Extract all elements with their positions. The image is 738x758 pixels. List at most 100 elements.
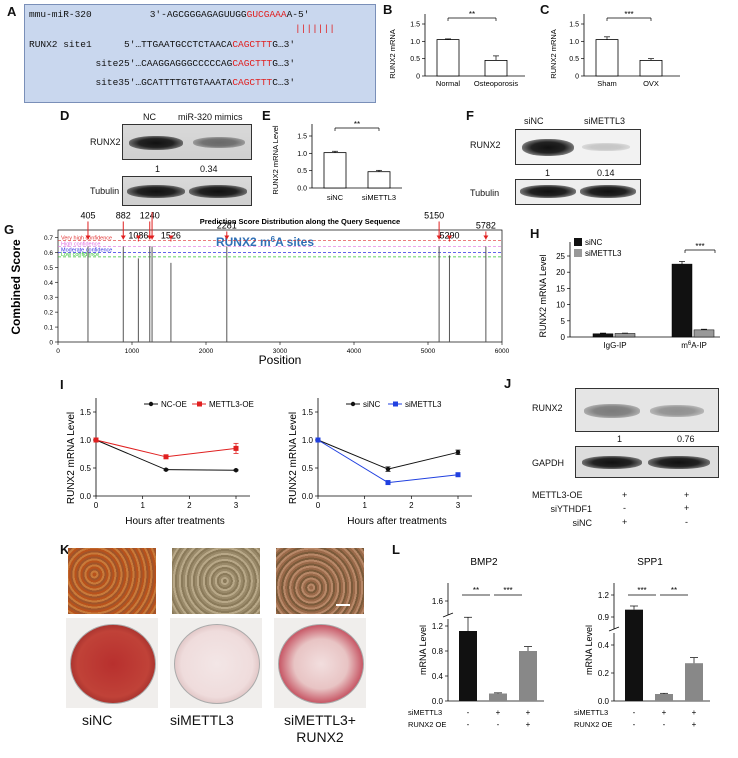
ytick-label: 0.5 — [44, 265, 53, 272]
xtick-label: 0 — [316, 501, 321, 510]
chart-c-xtick-sham: Sham — [597, 79, 617, 88]
site3-seed: CAGCTTT — [232, 77, 273, 88]
ytick-label: 0.9 — [598, 613, 610, 622]
chart-i-left: RUNX2 mRNA Level Hours after treatments … — [66, 398, 254, 527]
ytick-label: 1.0 — [80, 436, 92, 445]
site3-name: site3 — [95, 77, 124, 88]
blot-band — [580, 185, 636, 198]
site-arrowhead — [85, 235, 91, 240]
ytick-label: 20 — [556, 268, 565, 277]
panel-label-b: B — [383, 2, 393, 17]
ytick-label: 5 — [561, 317, 566, 326]
chart-i-left-ylabel: RUNX2 mRNA Level — [66, 412, 77, 504]
condition-mark: - — [633, 708, 636, 717]
chart-c: RUNX2 mRNA 0 0.5 1.0 1.5 *** Sham OVX — [549, 10, 680, 88]
panel-label-a: A — [7, 4, 17, 19]
bar-osteoporosis — [484, 60, 508, 77]
blot-j-cond1: METTL3-OE — [532, 490, 583, 500]
chart-i-left-xlabel: Hours after treatments — [125, 516, 224, 527]
panel-label-i: I — [60, 377, 64, 392]
well-sinc — [70, 624, 156, 704]
chart-h-xtick-m6a: m6A-IP — [681, 341, 707, 350]
condition-mark: - — [497, 720, 500, 729]
blot-band — [127, 185, 185, 198]
panel-label-e: E — [262, 108, 271, 123]
site-label: 405 — [80, 212, 95, 220]
blot-band — [520, 185, 576, 198]
blot-j-cond1-lane2: + — [684, 490, 690, 500]
legend-swatch-sinc — [574, 238, 582, 246]
micrograph-sinc — [68, 548, 156, 614]
axis-break — [608, 626, 620, 632]
ytick-label: 0.7 — [44, 235, 53, 242]
line-simettl3 — [317, 439, 459, 484]
ytick-label: 1.2 — [432, 622, 444, 631]
chart-i-right-xlabel: Hours after treatments — [347, 516, 446, 527]
site-label: 2281 — [217, 220, 237, 230]
chart-i-right-ylabel: RUNX2 mRNA Level — [288, 412, 299, 504]
blot-band — [582, 456, 642, 469]
blot-d-tubulin — [122, 176, 252, 206]
chart-e-xtick-sinc: siNC — [327, 193, 344, 202]
ytick-label: 1.0 — [569, 39, 579, 46]
site2-row: site25′…CAAGGAGGGCCCCCAGCAGCTTTG…3′ — [29, 58, 295, 69]
ytick-label: 0.1 — [44, 325, 53, 332]
chart-c-ylabel: RUNX2 mRNA — [549, 29, 558, 79]
data-point — [163, 454, 169, 460]
chart-g-plot-area — [57, 229, 503, 343]
micrograph-simettl3-runx2 — [276, 548, 364, 614]
site3-suffix: C…3′ — [272, 77, 296, 88]
bar-2 — [519, 651, 537, 701]
chart-b-xtick-osteoporosis: Osteoporosis — [474, 79, 518, 88]
blot-j-gapdh — [575, 446, 719, 478]
micrograph-simettl3 — [172, 548, 260, 614]
legend-label-nc-oe: NC-OE — [161, 400, 187, 409]
panel-label-j: J — [504, 376, 512, 391]
site1-suffix: G…3′ — [272, 39, 296, 50]
chart-l-bmp2-cond2: RUNX2 OE — [408, 720, 446, 729]
site-label: 1240 — [140, 212, 160, 220]
blot-d-col1: NC — [143, 112, 156, 122]
legend-swatch-simettl3 — [574, 249, 582, 257]
bar-0 — [625, 609, 643, 701]
site-arrowhead — [120, 235, 126, 240]
threshold-label: Moderate confidence — [61, 247, 112, 253]
xtick-label: 1 — [362, 501, 367, 510]
site-arrowhead — [135, 235, 141, 240]
mirna-name: mmu-miR-320 — [29, 9, 92, 20]
blot-f-val1: 1 — [545, 168, 551, 178]
bar-2 — [685, 663, 703, 701]
ytick-label: 0.4 — [432, 672, 444, 681]
threshold-label: High confidence — [61, 241, 100, 247]
blot-f-col1: siNC — [524, 116, 544, 126]
site2-prefix: 5′…CAAGGAGGGCCCCCAG — [124, 58, 233, 69]
chart-g: Prediction Score Distribution along the … — [9, 212, 510, 367]
blot-band — [582, 143, 630, 151]
site-arrowhead — [446, 235, 452, 240]
bar-ovx — [639, 60, 663, 77]
data-point — [233, 468, 239, 473]
data-point — [385, 466, 391, 472]
ytick-label: 1.5 — [569, 22, 579, 29]
condition-mark: - — [663, 720, 666, 729]
ytick-label: 1.6 — [432, 597, 444, 606]
blot-f-row1: RUNX2 — [470, 140, 501, 150]
scale-bar — [336, 604, 350, 606]
data-point — [233, 445, 239, 451]
xtick-label: 2 — [187, 501, 192, 510]
chart-l-bmp2-title: BMP2 — [470, 557, 498, 568]
ytick-label: 0.2 — [44, 310, 53, 317]
blot-j-row2: GAPDH — [532, 458, 565, 468]
chart-h-ylabel: RUNX2 mRNA Level — [538, 254, 548, 337]
chart-c-significance: *** — [624, 10, 633, 19]
chart-l-spp1-cond1: siMETTL3 — [574, 708, 608, 717]
mirna-prefix: 3′-AGCGGGAGAGUUGG — [149, 9, 247, 20]
chart-b-significance: ** — [469, 10, 475, 19]
xtick-label: 1000 — [125, 348, 140, 355]
chart-l-spp1-sig2: ** — [671, 586, 677, 595]
legend-label-sinc: siNC — [585, 238, 603, 247]
xtick-label: 4000 — [347, 348, 362, 355]
site-arrowhead — [149, 235, 155, 240]
site1-prefix: 5′…TTGAATGCCTCTAACA — [124, 39, 233, 50]
base-pair-lines: ||||||| — [295, 23, 335, 34]
